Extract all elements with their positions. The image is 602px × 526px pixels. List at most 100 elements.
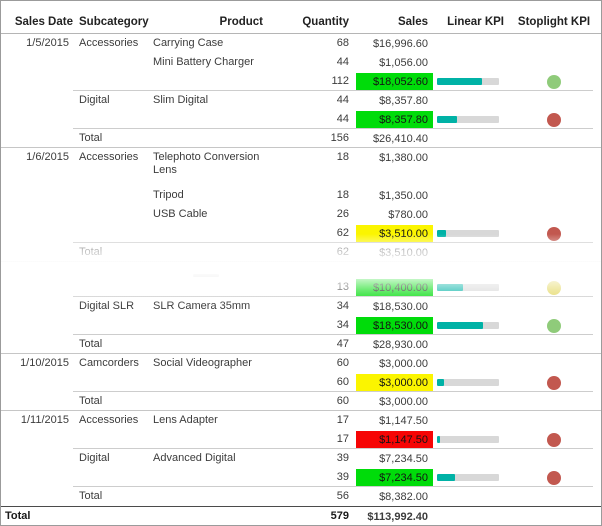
table-row: 1/10/2015 Camcorders Social Videographer…: [1, 354, 601, 373]
sales-date-cell: Total: [5, 510, 31, 522]
subcategory-cell: Accessories: [79, 37, 139, 49]
column-header-subcategory: Subcategory: [79, 16, 149, 28]
quantity-cell: 44: [336, 113, 349, 125]
quantity-cell: 60: [336, 395, 349, 407]
quantity-cell: 56: [336, 490, 349, 502]
sales-value: $8,357.80: [356, 111, 433, 128]
sales-value: $3,000.00: [379, 395, 428, 408]
linear-kpi-bar: [437, 116, 458, 123]
quantity-cell: 156: [330, 132, 349, 144]
quantity-cell: 39: [336, 471, 349, 483]
linear-kpi-track: [437, 78, 499, 85]
subcategory-cell: Total: [79, 246, 103, 258]
sales-value: $7,234.50: [379, 452, 428, 465]
quantity-cell: 60: [336, 357, 349, 369]
quantity-cell: 13: [336, 281, 349, 293]
quantity-cell: 18: [336, 151, 349, 163]
sales-value: $8,382.00: [379, 490, 428, 503]
stoplight-kpi-cell: [507, 186, 601, 205]
quantity-cell: 44: [336, 56, 349, 68]
sales-date-cell: 1/6/2015: [26, 151, 69, 163]
sales-value: $18,530.00: [372, 300, 428, 313]
linear-kpi-cell: [433, 430, 507, 449]
linear-kpi-cell: [433, 316, 507, 335]
linear-kpi-bar: [437, 284, 464, 291]
linear-kpi-cell: [433, 354, 507, 373]
subcategory-cell: Accessories: [79, 151, 139, 163]
linear-kpi-cell: [433, 129, 507, 148]
sales-value: $1,147.50: [379, 414, 428, 427]
quantity-cell: 34: [336, 300, 349, 312]
linear-kpi-track: [437, 284, 499, 291]
stoplight-indicator: [547, 74, 561, 89]
linear-kpi-cell: [433, 335, 507, 354]
sales-cell: $113,992.40: [349, 507, 433, 525]
sales-cell: $3,000.00: [349, 392, 433, 411]
table-row: Digital Advanced Digital 39 $7,234.50: [1, 449, 601, 468]
stoplight-kpi-cell: [507, 53, 601, 72]
sales-cell: $1,147.50: [349, 430, 433, 449]
sales-value: $113,992.40: [367, 510, 428, 523]
sales-cell: $1,380.00: [349, 148, 433, 186]
stoplight-kpi-cell: [507, 487, 601, 506]
table-row: Digital Slim Digital 44 $8,357.80: [1, 91, 601, 110]
sales-value: $16,996.60: [372, 37, 428, 50]
linear-kpi-cell: [433, 373, 507, 392]
sales-cell: $3,000.00: [349, 354, 433, 373]
product-cell: Carrying Case: [153, 37, 224, 49]
linear-kpi-track: [437, 116, 499, 123]
linear-kpi-cell: [433, 449, 507, 468]
stoplight-kpi-cell: [507, 205, 601, 224]
linear-kpi-cell: [433, 278, 507, 297]
stoplight-kpi-cell: [507, 243, 601, 262]
sales-date-cell: 1/10/2015: [20, 357, 69, 369]
column-header-quantity: Quantity: [302, 16, 349, 28]
quantity-cell: 39: [336, 452, 349, 464]
stoplight-kpi-cell: [507, 373, 601, 392]
sales-cell: $10,400.00: [349, 278, 433, 297]
linear-kpi-cell: [433, 507, 507, 525]
sales-value: $3,000.00: [379, 357, 428, 370]
column-header-linear-kpi: Linear KPI: [447, 16, 504, 28]
stoplight-kpi-cell: [507, 354, 601, 373]
linear-kpi-cell: [433, 468, 507, 487]
table-row: 17 $1,147.50: [1, 430, 601, 449]
sales-value: $1,147.50: [356, 431, 433, 448]
sales-cell: $18,052.60: [349, 72, 433, 91]
table-row: Total 156 $26,410.40: [1, 129, 601, 148]
sales-value: $3,510.00: [356, 225, 433, 242]
stoplight-indicator: [547, 470, 561, 485]
quantity-cell: 62: [336, 227, 349, 239]
table-row: [1, 262, 601, 278]
sales-cell: $26,410.40: [349, 129, 433, 148]
column-header-sales-date: Sales Date: [14, 16, 73, 28]
table-header-row: Sales Date Subcategory Product Quantity …: [1, 1, 601, 34]
table-row: Total 60 $3,000.00: [1, 392, 601, 411]
subcategory-cell: Total: [79, 395, 103, 407]
sales-value: $780.00: [388, 208, 428, 221]
linear-kpi-cell: [433, 411, 507, 430]
column-header-product: Product: [219, 16, 263, 28]
table-row: Mini Battery Charger 44 $1,056.00: [1, 53, 601, 72]
sales-value: $1,350.00: [379, 189, 428, 202]
sales-cell: $18,530.00: [349, 316, 433, 335]
stoplight-indicator: [547, 318, 561, 333]
sales-cell: $780.00: [349, 205, 433, 224]
table-row: Total 579 $113,992.40: [1, 506, 601, 525]
stoplight-kpi-cell: [507, 316, 601, 335]
subcategory-cell: Digital SLR: [79, 300, 135, 312]
linear-kpi-track: [437, 379, 499, 386]
subcategory-cell: Total: [79, 490, 103, 502]
linear-kpi-cell: [433, 297, 507, 316]
sales-cell: $1,350.00: [349, 186, 433, 205]
stoplight-kpi-cell: [507, 507, 601, 525]
column-header-stoplight-kpi: Stoplight KPI: [517, 16, 591, 28]
sales-cell: $7,234.50: [349, 468, 433, 487]
quantity-cell: 44: [336, 94, 349, 106]
table-row: Total 56 $8,382.00: [1, 487, 601, 506]
subcategory-cell: Total: [79, 338, 103, 350]
stoplight-kpi-cell: [507, 449, 601, 468]
sales-value: $7,234.50: [356, 469, 433, 486]
sales-cell: $8,357.80: [349, 110, 433, 129]
stoplight-kpi-cell: [507, 148, 601, 186]
